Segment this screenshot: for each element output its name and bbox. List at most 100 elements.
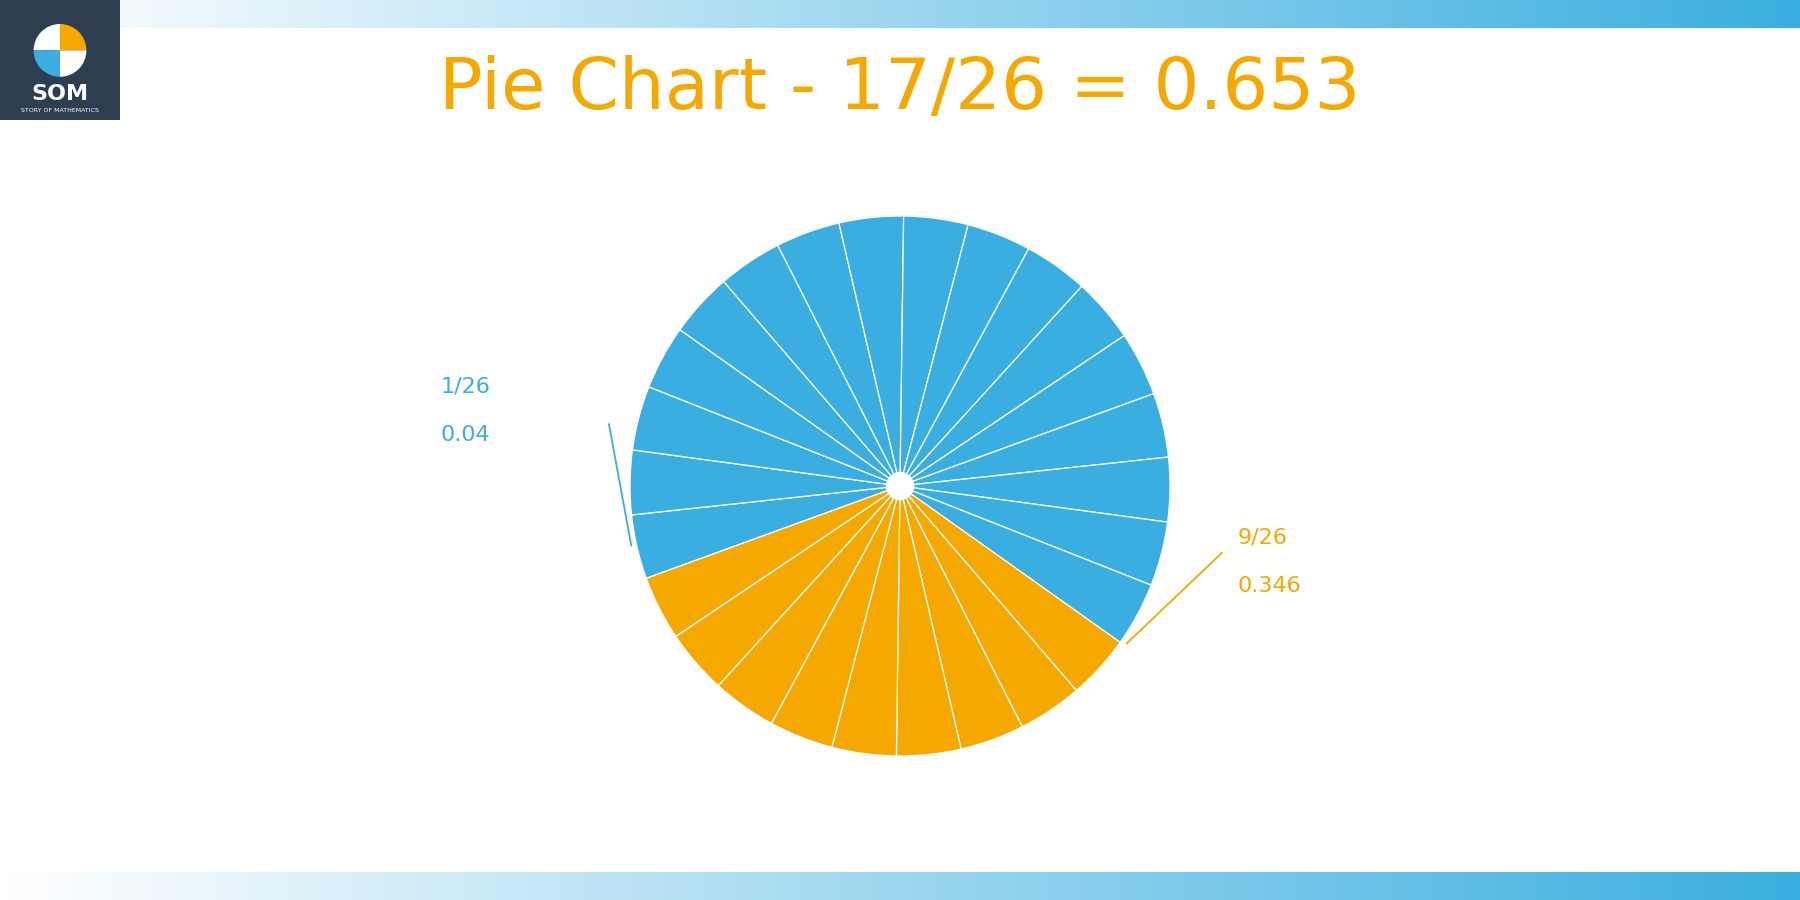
Bar [1170, 872, 1181, 900]
Bar [1314, 872, 1325, 900]
Bar [333, 0, 344, 28]
Bar [1062, 0, 1073, 28]
Wedge shape [900, 486, 1168, 585]
Wedge shape [724, 246, 900, 486]
Bar [1296, 872, 1307, 900]
Bar [153, 872, 164, 900]
Bar [1773, 0, 1784, 28]
Bar [1584, 0, 1595, 28]
Bar [945, 0, 956, 28]
Bar [207, 872, 218, 900]
Bar [1026, 0, 1037, 28]
Bar [162, 872, 173, 900]
Bar [1332, 0, 1343, 28]
Bar [819, 0, 830, 28]
Bar [1008, 0, 1019, 28]
Bar [900, 872, 911, 900]
Bar [1611, 872, 1622, 900]
Bar [1098, 872, 1109, 900]
Bar [630, 872, 641, 900]
Bar [477, 872, 488, 900]
Bar [999, 872, 1010, 900]
Bar [324, 0, 335, 28]
Bar [1323, 872, 1334, 900]
Bar [864, 0, 875, 28]
Bar [198, 0, 209, 28]
Bar [342, 0, 353, 28]
Text: 1/26: 1/26 [441, 376, 491, 396]
Bar [306, 0, 317, 28]
Bar [360, 0, 371, 28]
Bar [1143, 0, 1154, 28]
Bar [954, 0, 965, 28]
Text: STORY OF MATHEMATICS: STORY OF MATHEMATICS [22, 108, 99, 112]
Bar [1134, 0, 1145, 28]
Bar [1215, 872, 1226, 900]
Wedge shape [646, 486, 900, 636]
Bar [918, 872, 929, 900]
Bar [18, 0, 29, 28]
Bar [369, 0, 380, 28]
Bar [468, 872, 479, 900]
Bar [1269, 0, 1280, 28]
Bar [963, 0, 974, 28]
Bar [522, 0, 533, 28]
Bar [198, 872, 209, 900]
Bar [585, 872, 596, 900]
Bar [423, 872, 434, 900]
Bar [1008, 872, 1019, 900]
Bar [1431, 0, 1442, 28]
Bar [513, 0, 524, 28]
Bar [1206, 872, 1217, 900]
Bar [252, 872, 263, 900]
Text: 0.04: 0.04 [441, 425, 491, 445]
Bar [1719, 872, 1730, 900]
Bar [621, 872, 632, 900]
Bar [1170, 0, 1181, 28]
Bar [396, 0, 407, 28]
Wedge shape [648, 329, 900, 486]
Bar [891, 872, 902, 900]
Bar [657, 872, 668, 900]
Bar [0, 872, 11, 900]
Bar [1422, 872, 1433, 900]
Bar [945, 872, 956, 900]
Bar [1647, 872, 1658, 900]
Bar [387, 0, 398, 28]
Bar [1350, 0, 1361, 28]
Bar [1395, 0, 1406, 28]
Bar [1539, 872, 1550, 900]
Bar [981, 872, 992, 900]
Bar [81, 872, 92, 900]
Bar [1440, 872, 1451, 900]
Bar [576, 0, 587, 28]
Bar [261, 872, 272, 900]
Bar [81, 0, 92, 28]
Bar [1341, 872, 1352, 900]
Bar [288, 0, 299, 28]
Bar [1278, 0, 1289, 28]
Bar [837, 0, 848, 28]
Bar [765, 0, 776, 28]
Bar [711, 872, 722, 900]
Wedge shape [34, 50, 59, 76]
Bar [972, 0, 983, 28]
Bar [99, 872, 110, 900]
Bar [18, 872, 29, 900]
Bar [9, 872, 20, 900]
Bar [1098, 0, 1109, 28]
Bar [612, 0, 623, 28]
Bar [531, 872, 542, 900]
Bar [1593, 872, 1604, 900]
Bar [225, 0, 236, 28]
Bar [1071, 0, 1082, 28]
Bar [648, 872, 659, 900]
Bar [1683, 872, 1694, 900]
Bar [405, 0, 416, 28]
Bar [1224, 0, 1235, 28]
Bar [1206, 0, 1217, 28]
Bar [243, 0, 254, 28]
Wedge shape [772, 486, 900, 747]
Bar [1026, 872, 1037, 900]
Bar [1251, 872, 1262, 900]
